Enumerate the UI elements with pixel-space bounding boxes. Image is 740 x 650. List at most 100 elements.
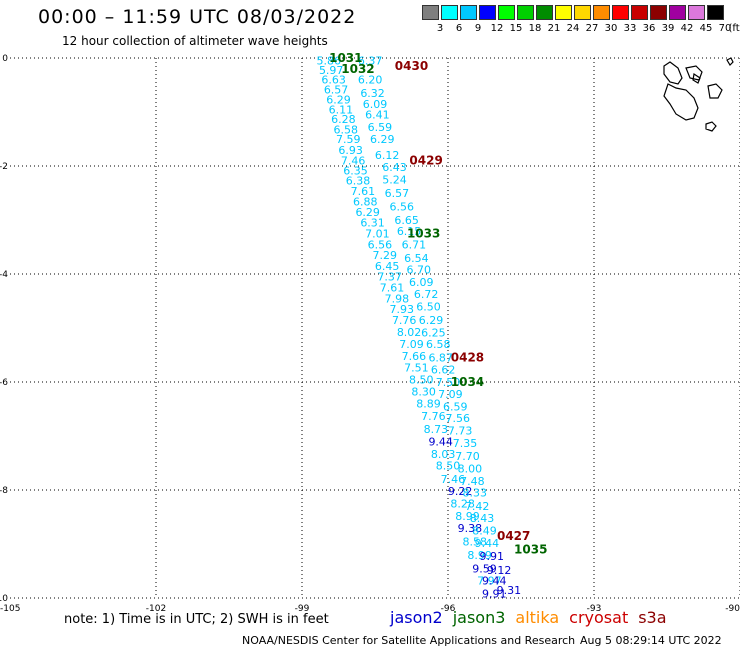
- wave-height-point: 8.99: [455, 510, 480, 523]
- wave-height-point: 6.31: [360, 217, 385, 230]
- island-outline: [663, 61, 683, 85]
- wave-height-point: 7.37: [377, 271, 402, 284]
- y-tick-label: -6: [0, 378, 8, 388]
- color-scale-label: 21: [547, 23, 561, 34]
- color-swatch: [479, 5, 496, 20]
- wave-height-point: 9.59: [472, 562, 497, 575]
- color-scale-label: 12: [490, 23, 504, 34]
- color-scale-unit: (ft): [728, 23, 740, 34]
- wave-height-point: 6.29: [419, 314, 444, 327]
- wave-height-point: 6.87: [428, 352, 453, 365]
- island-outline: [705, 121, 717, 132]
- color-scale-label: 15: [509, 23, 523, 34]
- wave-height-point: 6.09: [409, 276, 434, 289]
- wave-height-point: 8.58: [463, 535, 488, 548]
- wave-height-point: 8.00: [458, 462, 483, 475]
- wave-height-point: 6.59: [443, 400, 468, 413]
- wave-height-point: 6.50: [416, 300, 441, 313]
- wave-height-point: 7.46: [341, 155, 366, 168]
- island-outline: [692, 72, 701, 84]
- wave-height-point: 6.56: [390, 201, 415, 214]
- wave-height-point: 8.49: [472, 525, 497, 538]
- wave-height-point: 8.33: [463, 487, 488, 500]
- color-swatch: [612, 5, 629, 20]
- wave-height-point: 6.20: [358, 74, 383, 87]
- x-tick-label: -96: [441, 604, 456, 614]
- wave-height-point: 7.50: [436, 376, 461, 389]
- color-swatch: [574, 5, 591, 20]
- wave-height-point: 8.28: [450, 498, 475, 511]
- wave-height-point: 6.45: [375, 260, 400, 273]
- wave-height-point: 7.46: [441, 473, 466, 486]
- color-scale-label: 18: [528, 23, 542, 34]
- satellite-legend: jason2 jason3 altika cryosat s3a: [390, 608, 677, 627]
- y-tick-label: -4: [0, 270, 8, 280]
- x-tick-label: -99: [295, 604, 310, 614]
- wave-height-point: 5.86: [317, 55, 342, 68]
- wave-height-point: 6.72: [414, 288, 439, 301]
- wave-height-point: 5.24: [382, 174, 407, 187]
- wave-height-point: 7.70: [455, 450, 480, 463]
- wave-height-point: 6.32: [360, 87, 385, 100]
- wave-height-point: 9.44: [428, 435, 453, 448]
- wave-height-point: 6.28: [331, 113, 356, 126]
- wave-height-point: 6.29: [370, 133, 395, 146]
- wave-height-point: 9.12: [487, 564, 512, 577]
- wave-height-point: 7.09: [438, 388, 463, 401]
- wave-height-point: 9.91: [480, 550, 505, 563]
- wave-height-point: 7.51: [404, 361, 429, 374]
- color-swatch: [460, 5, 477, 20]
- wave-height-point: 7.09: [399, 338, 424, 351]
- x-tick-label: -105: [0, 604, 20, 614]
- wave-height-point: 8.50: [436, 460, 461, 473]
- wave-height-point: 8.43: [470, 512, 495, 525]
- wave-height-point: 6.35: [343, 164, 368, 177]
- y-tick-label: -2: [0, 162, 8, 172]
- wave-height-point: 9.38: [458, 522, 483, 535]
- color-swatch: [441, 5, 458, 20]
- wave-height-point: 6.58: [334, 123, 359, 136]
- wave-height-point: 6.65: [394, 214, 419, 227]
- wave-height-point: 7.98: [385, 292, 410, 305]
- pass-label: 0428: [451, 351, 484, 365]
- wave-height-point: 6.25: [421, 326, 446, 339]
- wave-height-point: 6.09: [363, 98, 388, 111]
- wave-height-point: 7.01: [365, 228, 390, 241]
- wave-height-point: 6.71: [402, 238, 427, 251]
- wave-height-point: 6.57: [324, 83, 349, 96]
- color-scale-label: 36: [642, 23, 656, 34]
- color-scale-label: 33: [623, 23, 637, 34]
- wave-height-point: 8.02: [397, 326, 422, 339]
- color-scale-label: 3: [436, 23, 444, 34]
- color-scale-label: 6: [455, 23, 463, 34]
- wave-height-point: 7.76: [421, 410, 446, 423]
- satellite-legend-item: jason3: [452, 608, 506, 627]
- wave-height-point: 8.03: [431, 448, 456, 461]
- color-scale-label: 9: [474, 23, 482, 34]
- island-outline: [707, 83, 723, 99]
- satellite-legend-item: cryosat: [569, 608, 629, 627]
- pass-label: 0430: [395, 59, 428, 73]
- pass-label: 1035: [514, 542, 547, 556]
- wave-height-point: 6.43: [382, 161, 407, 174]
- wave-height-point: 7.59: [336, 133, 361, 146]
- wave-height-point: 8.73: [424, 423, 449, 436]
- wave-height-point: 9.22: [448, 485, 473, 498]
- wave-height-point: 6.63: [321, 74, 346, 87]
- wave-height-point: 6.38: [346, 175, 371, 188]
- x-tick-label: -90: [725, 604, 740, 614]
- color-scale-label: 70: [718, 23, 732, 34]
- footer-note: note: 1) Time is in UTC; 2) SWH is in fe…: [64, 612, 329, 627]
- pass-label: 1033: [407, 227, 440, 241]
- wave-height-point: 6.29: [326, 94, 351, 107]
- color-scale-label: 39: [661, 23, 675, 34]
- y-tick-label: -10: [0, 594, 8, 604]
- color-swatch: [517, 5, 534, 20]
- tick-labels: 0 -2 -4 -6 -8 -10-105 -102 -99 -96 -93 -90: [0, 54, 740, 614]
- wave-height-point: 7.56: [445, 412, 470, 425]
- wave-height-point: 8.99: [467, 549, 492, 562]
- wave-height-point: 6.70: [407, 264, 432, 277]
- wave-height-point: 6.29: [355, 206, 380, 219]
